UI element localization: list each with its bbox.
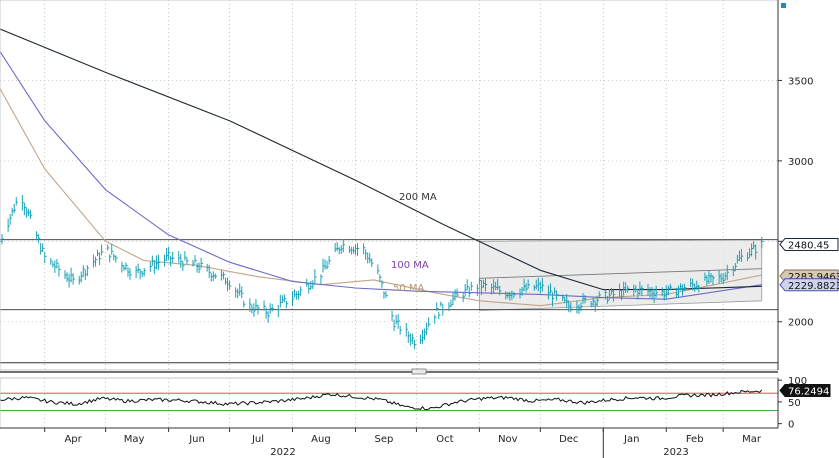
oscillator-value-badge bbox=[779, 384, 831, 398]
x-tick-label: Nov bbox=[498, 434, 518, 445]
x-year-label: 2023 bbox=[663, 447, 688, 458]
annotation-200-ma: 200 MA bbox=[399, 192, 437, 203]
last-value-badge-label: 2283.9463 bbox=[788, 272, 839, 283]
horizontal-levels bbox=[0, 239, 778, 364]
ma100-line bbox=[0, 51, 762, 300]
x-tick-label: Jun bbox=[188, 434, 205, 445]
main-panel-frame bbox=[0, 0, 779, 371]
lower-y-tick-label: 100 bbox=[788, 376, 807, 387]
oscillator-value-badge-label: 76.2494 bbox=[788, 387, 829, 398]
x-tick-label: May bbox=[124, 434, 145, 445]
corner-marker-icon bbox=[781, 3, 786, 8]
y-tick-label: 2000 bbox=[788, 318, 813, 329]
x-tick-label: Mar bbox=[742, 434, 762, 445]
lower-panel bbox=[0, 389, 778, 412]
annotation-100-ma: 100 MA bbox=[391, 260, 429, 271]
oscillator-line bbox=[0, 389, 763, 411]
last-value-badge-label: 2229.8823 bbox=[788, 281, 839, 292]
x-year-label: 2022 bbox=[270, 447, 295, 458]
last-value-badge bbox=[779, 278, 839, 292]
lower-y-tick-label: 50 bbox=[788, 398, 801, 409]
annotations: 200 MA 100 MA 50 MA bbox=[391, 192, 437, 294]
x-tick-label: Dec bbox=[559, 434, 578, 445]
series-layer bbox=[0, 28, 764, 350]
grid bbox=[0, 0, 778, 428]
x-tick-label: Jan bbox=[623, 434, 639, 445]
x-tick-label: Feb bbox=[686, 434, 704, 445]
y-tick-label: 3500 bbox=[788, 76, 813, 87]
x-tick-label: Aug bbox=[311, 434, 331, 445]
channel-midline bbox=[479, 268, 762, 279]
annotation-50-ma: 50 MA bbox=[393, 283, 425, 294]
last-value-badge bbox=[779, 237, 839, 251]
x-tick-label: Sep bbox=[374, 434, 393, 445]
ma200-line bbox=[0, 28, 762, 291]
x-tick-label: Oct bbox=[436, 434, 453, 445]
y-tick-label: 3000 bbox=[788, 157, 813, 168]
x-tick-label: Apr bbox=[64, 434, 82, 445]
axes: 3500300025002000100500AprMayJunJulAugSep… bbox=[0, 0, 813, 458]
lower-y-tick-label: 0 bbox=[788, 420, 794, 431]
panel-divider-handle[interactable] bbox=[411, 368, 427, 375]
x-tick-label: Jul bbox=[251, 434, 264, 445]
last-value-badge-label: 2480.45 bbox=[788, 240, 829, 251]
lower-panel-frame bbox=[0, 377, 779, 429]
